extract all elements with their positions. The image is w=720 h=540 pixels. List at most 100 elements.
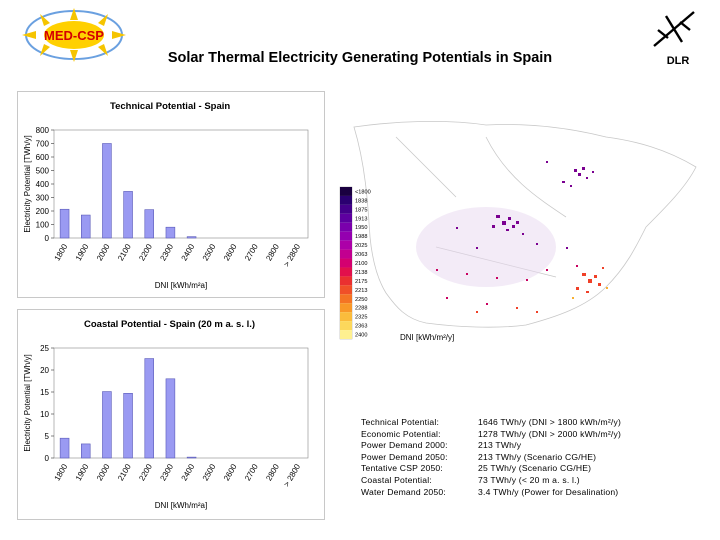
chart2-y-tick-label: 15 [40,388,49,397]
chart1-bar [186,236,197,239]
chart1-plot-area [53,129,309,239]
dni-color-legend: <1800 1838 1875 1913 1950 1988 2025 2063 2100 213… [339,186,371,340]
chart1-y-tick-label: 400 [36,180,50,189]
legend-value-label: 2025 [355,243,367,249]
stat-value: 1278 TWh/y (DNI > 2000 kWh/m²/y) [478,428,622,439]
sun-logo-icon: MED-CSP [22,8,126,62]
stats-label-column: Technical Potential: Economic Potential: P… [361,417,479,498]
chart1-x-tick-label: 2800 [264,242,281,262]
chart2-x-tick-label: 2400 [180,462,197,482]
legend-value-label: 2175 [355,279,367,285]
legend-value-label: <1800 [355,189,371,195]
chart1-y-tick-label: 200 [36,207,50,216]
chart2-x-axis-label: DNI [kWh/m²a] [155,501,207,510]
legend-swatch [340,321,352,331]
chart2-bar [144,358,154,459]
spain-dni-map-svg: <1800 1838 1875 1913 1950 1988 2025 2063 2100 213… [339,120,697,340]
chart1-y-tick-label: 300 [36,194,50,203]
legend-value-label: 2325 [355,315,367,321]
chart2-x-tick-label: 2100 [116,462,133,482]
chart1-bar [81,214,91,239]
chart2-x-tick-label: 1900 [74,462,91,482]
chart1-x-tick-label: > 2800 [282,242,302,268]
legend-swatch [340,312,352,322]
chart2-bar [123,393,133,459]
legend-value-label: 2363 [355,324,367,330]
stat-value: 73 TWh/y (< 20 m a. s. l.) [478,474,580,485]
chart2-x-tick-label: 2800 [264,462,281,482]
chart1-x-axis-label: DNI [kWh/m²a] [155,281,207,290]
chart1-x-tick-label: 2600 [222,242,239,262]
legend-value-label: 2288 [355,306,367,312]
chart1-x-tick-label: 1800 [53,242,70,262]
legend-swatch [340,249,352,259]
legend-value-label: 2138 [355,270,367,276]
chart2-y-tick-label: 20 [40,366,49,375]
legend-swatch [340,276,352,286]
med-csp-logo: MED-CSP [18,6,130,64]
chart2-bar [59,437,70,459]
chart1-x-tick-label: 2000 [95,242,112,262]
page-title: Solar Thermal Electricity Generating Pot… [167,50,553,66]
chart2-y-tick-label: 10 [40,410,49,419]
chart1-x-tick-label: 2500 [201,242,218,262]
legend-value-label: 1875 [355,207,367,213]
legend-swatch [340,213,352,223]
chart1-bar [165,226,176,239]
legend-swatch [340,204,352,214]
chart2-x-tick-label: 2000 [95,462,112,482]
legend-swatch [340,294,352,304]
stat-label: Water Demand 2050: [361,486,446,497]
legend-swatch [340,240,352,250]
legend-swatch [340,258,352,268]
legend-swatch [340,267,352,277]
chart1-bar [123,191,133,239]
legend-value-label: 1950 [355,225,367,231]
chart1-bar [59,208,70,239]
legend-swatch [340,303,352,313]
chart2-bar [102,391,112,459]
chart2-bar [165,378,176,459]
chart1-title: Technical Potential - Spain [110,101,230,112]
legend-value-label: 1988 [355,234,367,240]
chart2-y-axis-label: Electricity Potential [TWh/y] [23,354,32,451]
chart1-y-tick-label: 0 [45,234,50,243]
coastal-potential-chart-svg: Coastal Potential - Spain (20 m a. s. l.… [23,319,309,510]
chart2-bar [186,456,197,459]
chart2-y-tick-label: 5 [45,432,50,441]
chart2-x-tick-label: 2200 [137,462,154,482]
chart2-title: Coastal Potential - Spain (20 m a. s. l.… [84,319,255,330]
chart1-y-tick-label: 800 [36,126,50,135]
legend-swatch [340,222,352,232]
chart2-x-tick-label: 2700 [243,462,260,482]
legend-value-label: 2400 [355,333,367,339]
chart1-x-tick-label: 2400 [180,242,197,262]
chart2-x-tick-label: 2300 [158,462,175,482]
legend-value-label: 2100 [355,261,367,267]
chart2-x-tick-label: 2600 [222,462,239,482]
stat-value: 213 TWh/y (Scenario CG/HE) [478,451,597,462]
legend-swatch [340,231,352,241]
legend-swatch [340,187,352,196]
chart1-x-tick-label: 2300 [158,242,175,262]
chart1-y-tick-label: 100 [36,221,50,230]
stat-value: 25 TWh/y (Scenario CG/HE) [478,463,592,474]
dlr-logo-text: DLR [667,55,690,67]
legend-value-label: 1913 [355,216,367,222]
stat-value: 213 TWh/y [478,440,522,451]
dlr-logo-icon: DLR [653,11,695,67]
technical-potential-chart-svg: Technical Potential - Spain 0 100 200 300 400… [23,101,309,290]
chart2-x-tick-label: 1800 [53,462,70,482]
chart1-x-tick-label: 1900 [74,242,91,262]
stat-label: Technical Potential: [361,417,440,427]
legend-value-label: 2250 [355,297,367,303]
coastal-potential-chart: Coastal Potential - Spain (20 m a. s. l.… [17,309,325,520]
stat-label: Power Demand 2050: [361,451,448,462]
chart1-x-tick-label: 2700 [243,242,260,262]
chart1-y-tick-label: 500 [36,167,50,176]
stat-value: 3.4 TWh/y (Power for Desalination) [478,486,619,497]
legend-value-label: 2063 [355,252,367,258]
chart1-y-tick-label: 600 [36,153,50,162]
legend-swatch [340,330,352,339]
chart2-bar [81,443,91,459]
